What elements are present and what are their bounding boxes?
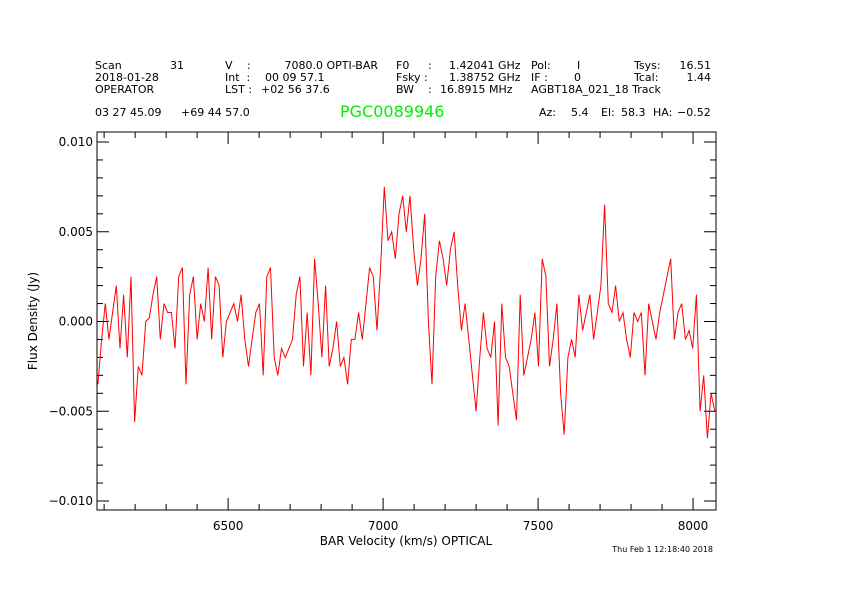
v-label: V: [225, 59, 233, 72]
ha-value: −0.52: [677, 106, 711, 119]
if-label: IF :: [531, 71, 548, 84]
flux-series-line: [97, 186, 716, 439]
bw-label: BW: [396, 83, 415, 96]
bw-colon: :: [428, 83, 432, 96]
tsys-value: 16.51: [679, 59, 712, 72]
bw-value: 16.8915 MHz: [440, 83, 513, 96]
az-value: 5.4: [571, 106, 589, 119]
v-value: 7080.0 OPTI-BAR: [284, 59, 378, 72]
f0-label: F0: [396, 59, 410, 72]
ha-label: HA:: [653, 106, 673, 119]
tsys-label: Tsys:: [634, 59, 661, 72]
fsky-label: Fsky :: [396, 71, 428, 84]
date: 2018-01-28: [95, 71, 159, 84]
project: AGBT18A_021_18 Track: [531, 83, 661, 96]
f0-value: 1.42041 GHz: [449, 59, 521, 72]
x-tick-label: 7500: [523, 519, 554, 533]
y-tick-label: −0.005: [49, 404, 93, 418]
scan-label: Scan: [95, 59, 122, 72]
az-label: Az:: [539, 106, 557, 119]
el-label: El:: [601, 106, 615, 119]
pol-label: Pol:: [531, 59, 551, 72]
observer: OPERATOR: [95, 83, 155, 96]
x-tick-label: 7000: [368, 519, 399, 533]
el-value: 58.3: [621, 106, 646, 119]
fsky-value: 1.38752 GHz: [449, 71, 521, 84]
tcal-value: 1.44: [686, 71, 712, 84]
v-colon: :: [247, 59, 251, 72]
lst-value: +02 56 37.6: [261, 83, 330, 96]
scan-value: 31: [170, 59, 184, 72]
axis-labels: 6500 7000 7500 8000 0.010 0.005 0.000 −0.005 −0.…: [49, 135, 709, 533]
int-value: 00 09 57.1: [265, 71, 325, 84]
y-tick-label: 0.005: [59, 225, 93, 239]
int-label: Int :: [225, 71, 251, 84]
pol-value: I: [577, 59, 581, 72]
timestamp: Thu Feb 1 12:18:40 2018: [611, 545, 713, 554]
x-tick-label: 8000: [678, 519, 709, 533]
tcal-label: Tcal:: [634, 71, 659, 84]
if-value: 0: [574, 71, 581, 84]
y-tick-label: 0.010: [59, 135, 93, 149]
source-name: PGC0089946: [340, 102, 445, 121]
plot-frame: [96, 131, 717, 511]
lst-label: LST :: [225, 83, 253, 96]
y-tick-label: 0.000: [59, 315, 93, 329]
axis-ticks: [97, 132, 716, 510]
y-axis-label: Flux Density (Jy): [26, 272, 40, 370]
f0-colon: :: [428, 59, 432, 72]
y-tick-label: −0.010: [49, 494, 93, 508]
x-axis-label: BAR Velocity (km/s) OPTICAL: [320, 534, 493, 548]
dec: +69 44 57.0: [181, 106, 250, 119]
ra: 03 27 45.09: [95, 106, 162, 119]
x-tick-label: 6500: [213, 519, 244, 533]
